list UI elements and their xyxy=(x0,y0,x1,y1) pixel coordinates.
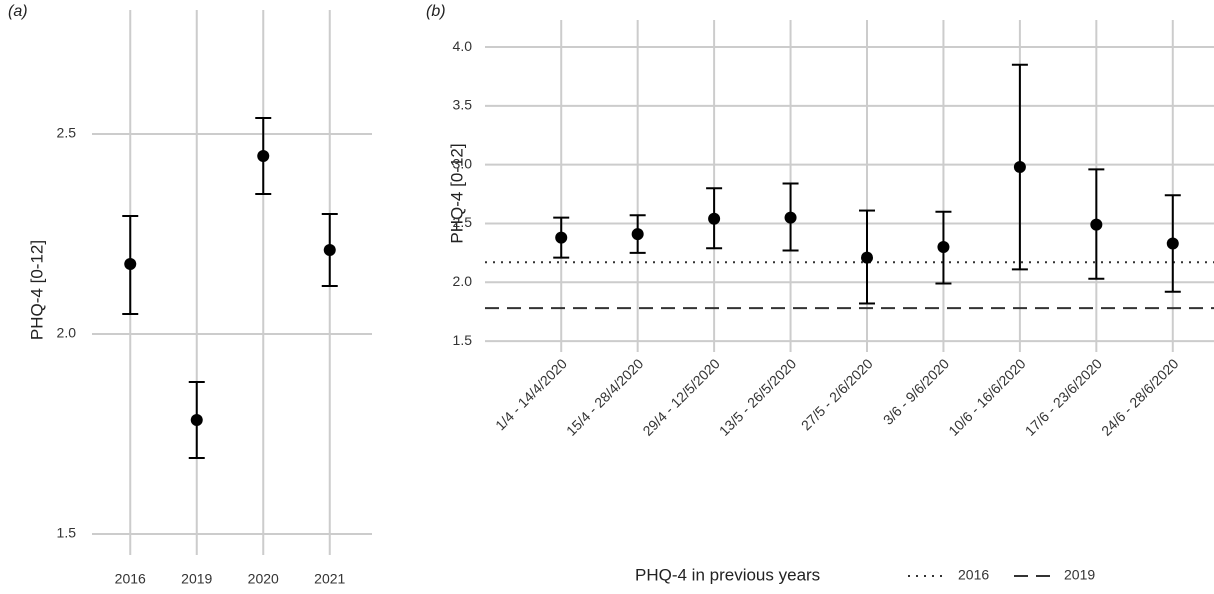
point xyxy=(708,212,721,225)
point xyxy=(1013,161,1026,174)
y-tick-label: 3.5 xyxy=(453,97,473,113)
point xyxy=(1090,218,1103,231)
y-tick-label: 1.5 xyxy=(57,525,77,541)
y-tick-label: 4.0 xyxy=(453,38,473,54)
legend-label: 2019 xyxy=(1064,567,1095,583)
x-tick-label: 2019 xyxy=(181,571,212,587)
x-tick-label: 1/4 - 14/4/2020 xyxy=(492,355,570,433)
point xyxy=(555,231,568,244)
x-tick-label: 29/4 - 12/5/2020 xyxy=(639,355,723,439)
y-tick-label: 2.5 xyxy=(57,125,77,141)
point xyxy=(784,211,797,224)
y-axis-title: PHQ-4 [0-12] xyxy=(447,143,466,243)
x-tick-label: 2021 xyxy=(314,571,345,587)
y-tick-label: 2.0 xyxy=(453,273,473,289)
y-tick-label: 2.5 xyxy=(453,214,473,230)
x-tick-label: 2016 xyxy=(115,571,146,587)
legend-title: PHQ-4 in previous years xyxy=(635,565,820,584)
y-tick-label: 1.5 xyxy=(453,332,473,348)
x-tick-label: 13/5 - 26/5/2020 xyxy=(716,355,800,439)
point xyxy=(124,258,137,270)
point xyxy=(861,251,873,264)
point xyxy=(1166,237,1179,250)
x-tick-label: 15/4 - 28/4/2020 xyxy=(563,355,647,439)
point xyxy=(323,244,336,256)
x-tick-label: 10/6 - 16/6/2020 xyxy=(945,355,1029,439)
legend-label: 2016 xyxy=(958,567,989,583)
point xyxy=(190,414,203,426)
y-tick-label: 2.0 xyxy=(57,325,77,341)
x-tick-label: 27/5 - 2/6/2020 xyxy=(798,355,876,433)
panel-label: (a) xyxy=(8,3,28,20)
x-tick-label: 17/6 - 23/6/2020 xyxy=(1022,355,1106,439)
point xyxy=(257,150,270,162)
panel-label: (b) xyxy=(426,3,446,20)
x-tick-label: 3/6 - 9/6/2020 xyxy=(880,355,953,428)
y-tick-label: 3.0 xyxy=(453,155,473,171)
point xyxy=(937,241,950,254)
x-tick-label: 2020 xyxy=(248,571,279,587)
x-tick-label: 24/6 - 28/6/2020 xyxy=(1098,355,1182,439)
y-axis-title: PHQ-4 [0-12] xyxy=(27,240,46,340)
point xyxy=(631,228,644,241)
